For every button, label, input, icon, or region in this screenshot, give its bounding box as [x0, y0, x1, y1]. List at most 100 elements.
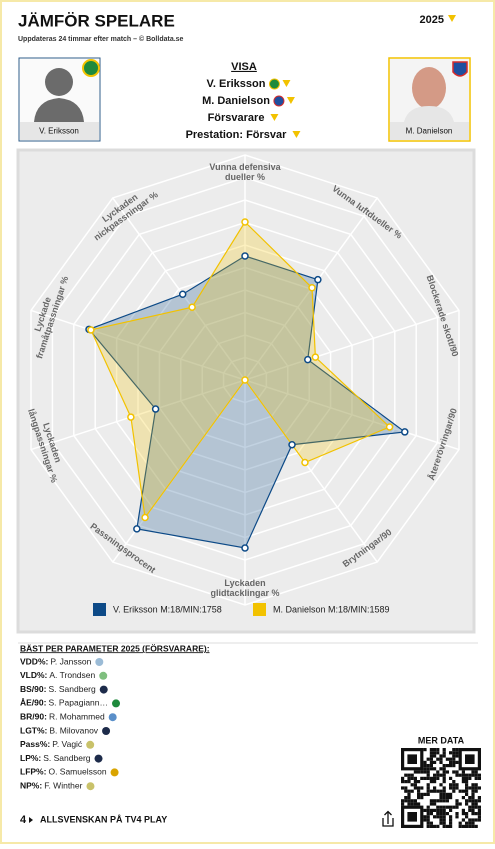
player-name: V. Eriksson	[39, 127, 79, 136]
qr-cell	[442, 824, 446, 828]
silhouette	[45, 68, 73, 96]
club-badge	[99, 671, 108, 680]
qr-cell	[465, 802, 469, 806]
qr-cell	[465, 821, 469, 825]
qr-cell	[439, 792, 443, 796]
qr-cell	[471, 786, 475, 790]
qr-cell	[471, 799, 475, 803]
filter-select[interactable]: V. Eriksson	[207, 78, 266, 90]
qr-cell	[423, 818, 427, 822]
player-name[interactable]: F. Winther	[44, 780, 82, 790]
player-name[interactable]: A. Trondsen	[49, 670, 95, 680]
player-card[interactable]: V. Eriksson	[18, 57, 101, 142]
player-name[interactable]: S. Papagiann…	[48, 698, 108, 708]
qr-cell	[436, 805, 440, 809]
player-name[interactable]: O. Samuelsson	[48, 767, 106, 777]
qr-cell	[417, 802, 421, 806]
qr-cell	[439, 767, 443, 771]
param-key: LP%:	[20, 753, 41, 763]
qr-cell	[417, 786, 421, 790]
data-point	[241, 218, 249, 226]
qr-cell	[442, 805, 446, 809]
qr-cell	[439, 783, 443, 787]
qr-cell	[433, 748, 437, 752]
qr-cell	[429, 812, 433, 816]
qr-cell	[442, 764, 446, 768]
qr-cell	[468, 786, 472, 790]
qr-cell	[452, 789, 456, 793]
qr-cell	[413, 776, 417, 780]
qr-cell	[426, 815, 430, 819]
qr-cell	[461, 808, 465, 812]
qr-cell	[449, 783, 453, 787]
legend-swatch[interactable]	[93, 603, 106, 616]
axis-label-text: Lyckaden glidtacklingar %	[210, 578, 280, 598]
legend-swatch[interactable]	[253, 603, 266, 616]
legend-label[interactable]: V. Eriksson M:18/MIN:1758	[113, 604, 222, 614]
player-name[interactable]: P. Jansson	[50, 656, 91, 666]
qr-cell	[449, 821, 453, 825]
club-badge	[452, 61, 468, 77]
player-name[interactable]: B. Milovanov	[49, 725, 98, 735]
qr-cell	[468, 776, 472, 780]
qr-cell	[429, 757, 433, 761]
qr-cell	[436, 815, 440, 819]
qr-cell	[429, 808, 433, 812]
filter-select[interactable]: Försvarare	[208, 112, 265, 124]
club-badge	[273, 95, 285, 107]
season-select[interactable]: 2025	[420, 14, 444, 26]
qr-cell	[439, 808, 443, 812]
qr-cell	[433, 751, 437, 755]
qr-cell	[442, 792, 446, 796]
qr-cell	[468, 808, 472, 812]
qr-cell	[465, 780, 469, 784]
filter-select[interactable]: Prestation: Försvar	[186, 129, 288, 141]
qr-code[interactable]	[401, 747, 482, 829]
legend-label[interactable]: M. Danielson M:18/MIN:1589	[273, 604, 390, 614]
qr-cell	[439, 821, 443, 825]
qr-cell	[455, 815, 459, 819]
qr-cell	[439, 812, 443, 816]
player-name[interactable]: S. Sandberg	[43, 753, 91, 763]
qr-cell	[401, 802, 405, 806]
qr-cell	[468, 773, 472, 777]
qr-cell	[407, 789, 411, 793]
qr-cell	[426, 770, 430, 774]
player-name[interactable]: P. Vagić	[52, 739, 83, 749]
qr-cell	[452, 760, 456, 764]
param-key: BR/90:	[20, 711, 47, 721]
player-name[interactable]: S. Sandberg	[48, 684, 96, 694]
tv4-logo: 4	[20, 814, 27, 826]
qr-cell	[426, 808, 430, 812]
param-key: LGT%:	[20, 725, 48, 735]
spoke	[30, 309, 246, 381]
qr-cell	[429, 748, 433, 752]
qr-cell	[436, 824, 440, 828]
qr-cell	[465, 812, 469, 816]
share-icon[interactable]	[382, 810, 394, 827]
qr-finder	[465, 754, 475, 764]
axis-label: Lyckaden glidtacklingar %	[210, 578, 280, 598]
qr-cell	[436, 789, 440, 793]
qr-cell	[445, 805, 449, 809]
qr-cell	[426, 786, 430, 790]
qr-cell	[436, 757, 440, 761]
qr-cell	[439, 818, 443, 822]
qr-cell	[404, 780, 408, 784]
dropdown-arrow	[448, 15, 456, 22]
qr-cell	[465, 799, 469, 803]
qr-cell	[410, 802, 414, 806]
player-card[interactable]: M. Danielson	[388, 57, 471, 142]
club-badge	[99, 685, 108, 694]
qr-cell	[439, 754, 443, 758]
promo[interactable]: ALLSVENSKAN PÅ TV4 PLAY	[40, 814, 167, 824]
player-name[interactable]: R. Mohammed	[49, 711, 105, 721]
qr-cell	[474, 812, 478, 816]
qr-cell	[417, 796, 421, 800]
qr-cell	[423, 770, 427, 774]
qr-cell	[445, 770, 449, 774]
filter-select[interactable]: M. Danielson	[202, 95, 270, 107]
qr-cell	[474, 802, 478, 806]
qr-cell	[474, 799, 478, 803]
